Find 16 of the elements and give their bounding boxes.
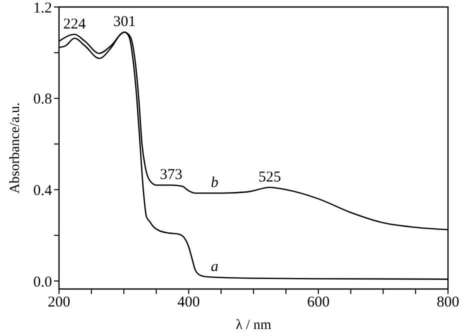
y-tick-label: 1.2 [33, 0, 52, 16]
series-label: b [210, 175, 219, 192]
x-tick-label: 200 [48, 294, 70, 311]
x-axis-title: λ / nm [236, 318, 272, 333]
annotation: 224 [63, 16, 86, 32]
y-axis-title: Absorbance/a.u. [8, 102, 23, 194]
x-tick-label: 400 [177, 294, 200, 311]
annotation: 373 [160, 167, 182, 184]
y-tick-label: 0.8 [33, 92, 52, 108]
y-tick-label: 0.0 [33, 274, 52, 290]
y-tick-label: 0.4 [33, 182, 52, 199]
annotation: 301 [113, 14, 136, 30]
x-tick-label: 800 [436, 294, 460, 311]
x-tick-label: 600 [307, 294, 330, 311]
series-label: a [210, 259, 218, 276]
annotation: 525 [258, 169, 281, 186]
